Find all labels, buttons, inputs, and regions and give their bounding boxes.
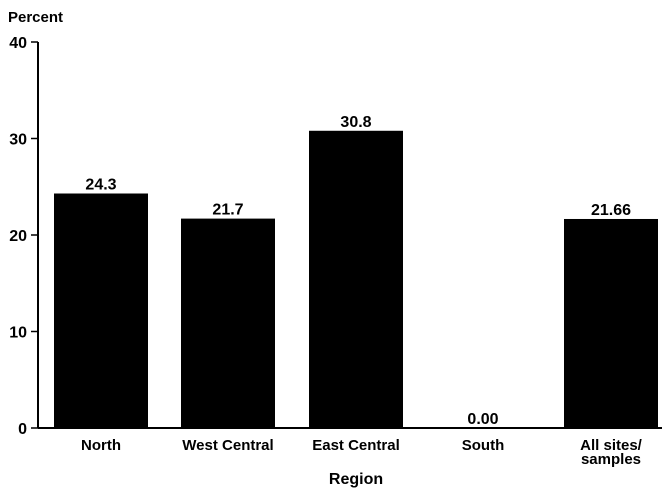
category-label: East Central xyxy=(312,437,400,454)
y-tick-label: 0 xyxy=(18,421,27,438)
bar xyxy=(181,218,275,428)
category-labels: North West Central East Central South All si… xyxy=(81,437,643,468)
bar-value-label: 0.00 xyxy=(467,411,498,428)
value-labels: 24.3 21.7 30.8 0.00 21.66 xyxy=(85,114,631,428)
category-label: South xyxy=(462,437,505,454)
bar xyxy=(309,130,403,428)
category-label: samples xyxy=(581,451,641,468)
y-tick-label: 20 xyxy=(9,228,27,245)
bar xyxy=(564,218,658,428)
y-ticks: 0 10 20 30 40 xyxy=(9,35,38,438)
category-label: All sites/ xyxy=(580,437,643,454)
bar xyxy=(54,193,148,428)
bars xyxy=(54,130,658,428)
bar-value-label: 24.3 xyxy=(85,177,116,194)
y-tick-label: 30 xyxy=(9,132,27,149)
bar xyxy=(436,427,530,428)
bar-value-label: 21.66 xyxy=(591,202,631,219)
y-tick-label: 10 xyxy=(9,325,27,342)
y-tick-label: 40 xyxy=(9,35,27,52)
category-label: North xyxy=(81,437,121,454)
bar-value-label: 21.7 xyxy=(212,202,243,219)
y-axis-label: Percent xyxy=(8,9,63,26)
category-label: West Central xyxy=(182,437,273,454)
bar-value-label: 30.8 xyxy=(340,114,371,131)
x-axis-label: Region xyxy=(329,471,383,488)
